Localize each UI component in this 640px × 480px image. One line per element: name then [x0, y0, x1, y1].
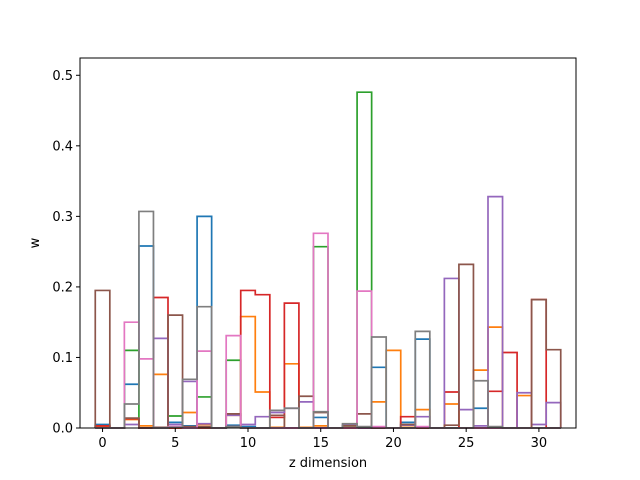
x-tick-label: 20 [385, 436, 402, 451]
y-tick-label: 0.1 [52, 351, 73, 366]
y-tick-label: 0.4 [52, 139, 73, 154]
y-ticks: 0.0 0.1 0.2 0.3 0.4 0.5 [52, 69, 80, 437]
y-tick-label: 0.0 [52, 422, 73, 437]
y-tick-label: 0.2 [52, 280, 73, 295]
x-tick-label: 30 [531, 436, 548, 451]
y-tick-label: 0.3 [52, 210, 73, 225]
x-tick-label: 5 [171, 436, 179, 451]
x-ticks: 0 5 10 15 20 25 30 [98, 428, 547, 451]
y-tick-label: 0.5 [52, 69, 73, 84]
plot-frame [79, 57, 577, 429]
x-tick-label: 25 [458, 436, 475, 451]
x-tick-label: 0 [98, 436, 106, 451]
x-axis-label: z dimension [289, 456, 367, 471]
x-tick-label: 15 [312, 436, 329, 451]
x-tick-label: 10 [240, 436, 257, 451]
y-axis-label: w [28, 237, 43, 248]
